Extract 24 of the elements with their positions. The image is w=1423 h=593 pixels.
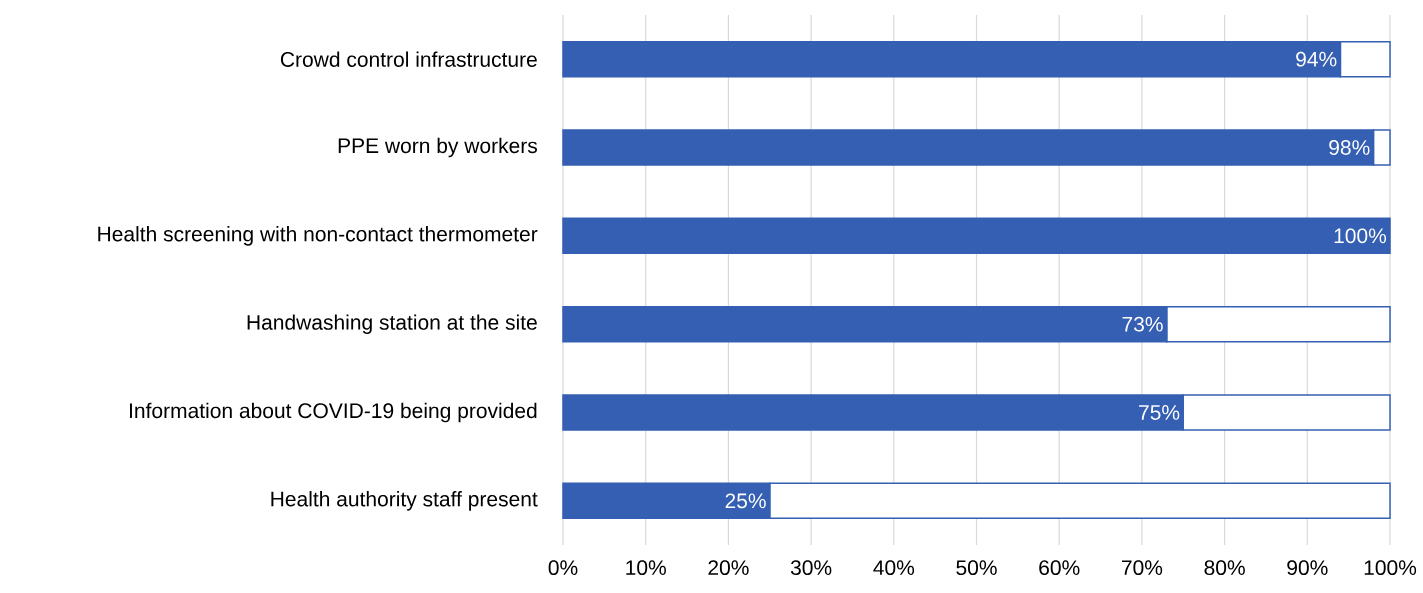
x-tick-label: 30% bbox=[790, 560, 832, 576]
data-label: 98% bbox=[1329, 140, 1370, 155]
x-tick-label: 40% bbox=[873, 560, 915, 576]
x-tick-label: 60% bbox=[1039, 560, 1080, 576]
bar bbox=[562, 217, 1391, 255]
x-tick-label: 70% bbox=[1121, 560, 1163, 576]
x-tick-label: 0% bbox=[548, 560, 578, 576]
x-tick-label: 100% bbox=[1364, 560, 1417, 576]
x-tick-label: 20% bbox=[708, 560, 749, 576]
data-label: 25% bbox=[725, 493, 766, 509]
data-label: 100% bbox=[1334, 228, 1387, 244]
x-tick-label: 50% bbox=[956, 560, 997, 576]
y-tick-label: Health screening with non-contact thermometer bbox=[98, 226, 538, 246]
y-tick-label: Crowd control infrastructure bbox=[280, 51, 537, 67]
data-label: 73% bbox=[1122, 316, 1163, 332]
y-tick-label: Health authority staff present bbox=[271, 491, 538, 511]
data-label: 94% bbox=[1296, 51, 1337, 67]
y-tick-label: Information about COVID-19 being provided bbox=[130, 402, 537, 423]
x-tick-label: 80% bbox=[1204, 560, 1245, 576]
x-tick-label: 90% bbox=[1287, 560, 1328, 576]
y-tick-label: PPE worn by workers bbox=[338, 137, 537, 158]
x-tick-label: 10% bbox=[626, 560, 666, 576]
y-tick-label: Handwashing station at the site bbox=[247, 314, 537, 334]
data-label: 75% bbox=[1139, 405, 1180, 420]
